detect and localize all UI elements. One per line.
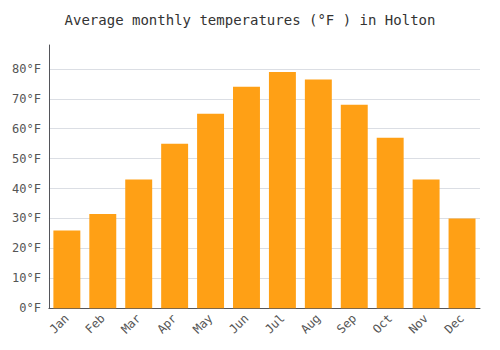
svg-text:0°F: 0°F xyxy=(19,301,41,315)
svg-text:Aug: Aug xyxy=(298,311,323,336)
svg-text:10°F: 10°F xyxy=(12,271,41,285)
svg-text:Dec: Dec xyxy=(442,311,467,336)
svg-text:20°F: 20°F xyxy=(12,241,41,255)
svg-text:Sep: Sep xyxy=(334,311,359,336)
svg-text:Feb: Feb xyxy=(83,311,108,336)
svg-text:Jul: Jul xyxy=(262,311,287,336)
svg-text:Nov: Nov xyxy=(406,311,431,336)
svg-text:40°F: 40°F xyxy=(12,182,41,196)
svg-text:30°F: 30°F xyxy=(12,211,41,225)
svg-text:70°F: 70°F xyxy=(12,92,41,106)
svg-text:Oct: Oct xyxy=(370,311,395,336)
svg-text:Apr: Apr xyxy=(154,311,179,336)
svg-text:80°F: 80°F xyxy=(12,62,41,76)
svg-text:Average monthly temperatures (: Average monthly temperatures (°F ) in Ho… xyxy=(65,12,436,28)
svg-text:Mar: Mar xyxy=(118,311,143,336)
svg-text:Jun: Jun xyxy=(226,311,251,336)
svg-text:Jan: Jan xyxy=(47,311,72,336)
svg-text:May: May xyxy=(190,311,215,336)
svg-text:60°F: 60°F xyxy=(12,122,41,136)
svg-text:50°F: 50°F xyxy=(12,152,41,166)
